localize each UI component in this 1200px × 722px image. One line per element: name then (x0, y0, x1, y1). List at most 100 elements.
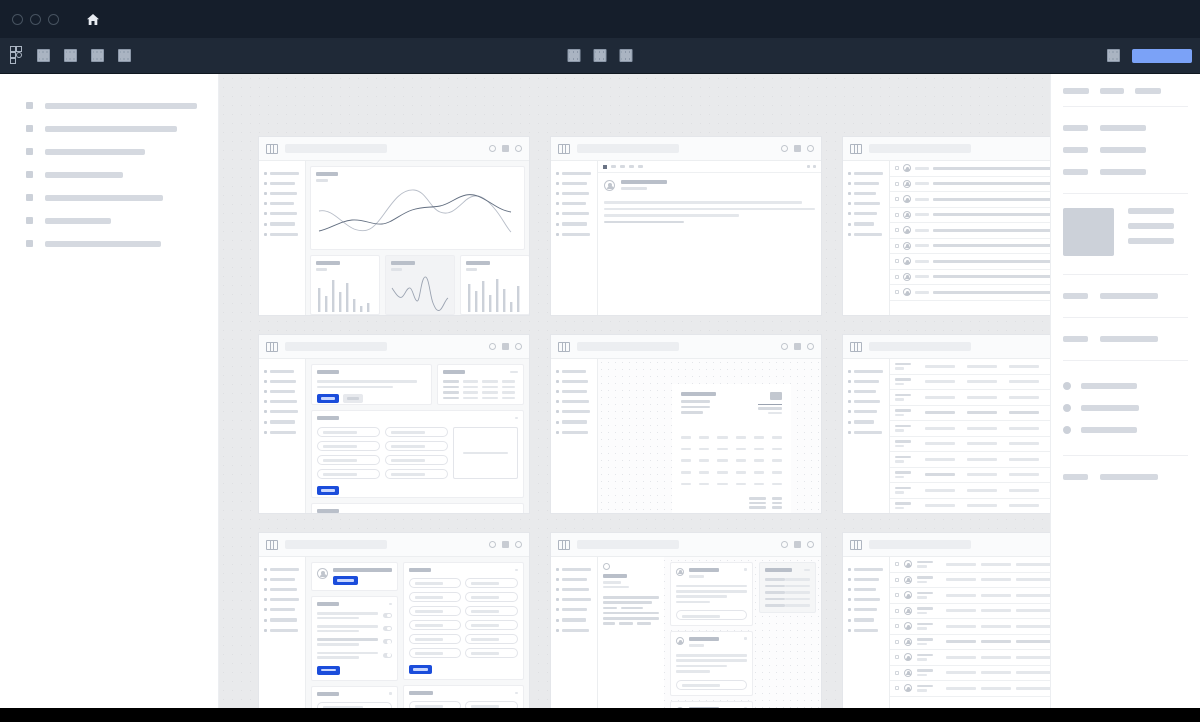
more-icon[interactable] (744, 568, 747, 571)
user-row[interactable] (890, 588, 1050, 604)
bell-icon[interactable] (489, 541, 496, 548)
bell-icon[interactable] (781, 343, 788, 350)
table-row[interactable] (890, 390, 1050, 406)
search-input[interactable] (285, 342, 387, 351)
checkbox[interactable] (895, 686, 899, 691)
checkbox[interactable] (895, 624, 899, 629)
form-field[interactable] (408, 634, 462, 644)
checkbox[interactable] (895, 181, 899, 186)
form-field[interactable] (385, 469, 448, 479)
toolbar-action[interactable] (629, 165, 634, 168)
form-field[interactable] (317, 469, 380, 479)
form-field[interactable] (408, 592, 462, 602)
upload-dropzone[interactable] (453, 427, 518, 479)
more-icon[interactable] (388, 692, 392, 696)
design-canvas[interactable] (219, 74, 1050, 708)
inbox-row[interactable] (890, 192, 1050, 208)
table-row[interactable] (890, 468, 1050, 483)
inbox-row[interactable] (890, 208, 1050, 223)
toolbar-frame-tab-1[interactable] (37, 49, 50, 62)
checkbox[interactable] (895, 290, 899, 295)
search-input[interactable] (285, 144, 387, 153)
sidebar-item-layer-root[interactable] (26, 94, 204, 117)
frame-profile-account[interactable] (259, 533, 529, 708)
form-field[interactable] (317, 701, 392, 708)
user-row[interactable] (890, 619, 1050, 635)
search-input[interactable] (869, 342, 971, 351)
toggle-switch[interactable] (382, 613, 392, 619)
property-row[interactable] (1063, 466, 1188, 488)
user-row[interactable] (890, 635, 1050, 650)
inbox-row[interactable] (890, 161, 1050, 177)
checkbox[interactable] (895, 670, 899, 675)
form-field[interactable] (317, 455, 380, 465)
form-field[interactable] (465, 606, 519, 616)
checkbox[interactable] (895, 608, 899, 613)
bell-icon[interactable] (489, 343, 496, 350)
form-field[interactable] (408, 606, 462, 616)
search-input[interactable] (869, 144, 971, 153)
cancel-button[interactable] (343, 394, 363, 404)
more-icon[interactable] (515, 416, 518, 420)
property-value[interactable] (1100, 147, 1146, 153)
inbox-row[interactable] (890, 254, 1050, 270)
toolbar-frame-tab-2[interactable] (64, 49, 77, 62)
more-icon[interactable] (744, 637, 747, 640)
tab-design[interactable] (1063, 88, 1089, 94)
grid-icon[interactable] (502, 343, 509, 350)
tab-inspect[interactable] (1135, 88, 1161, 94)
grid-icon[interactable] (794, 343, 801, 350)
toggle-switch[interactable] (382, 639, 392, 645)
toolbar-action[interactable] (620, 165, 625, 168)
property-row[interactable] (1063, 161, 1188, 183)
property-value[interactable] (1100, 293, 1158, 299)
property-row[interactable] (1063, 139, 1188, 161)
form-field[interactable] (317, 427, 380, 437)
pager-next[interactable] (813, 165, 816, 168)
share-button[interactable] (1132, 48, 1192, 63)
table-row[interactable] (890, 375, 1050, 390)
update-account-button[interactable] (408, 665, 432, 674)
checkbox[interactable] (895, 593, 899, 598)
checkbox[interactable] (895, 259, 899, 264)
avatar[interactable] (515, 343, 522, 350)
inbox-row[interactable] (890, 285, 1050, 301)
user-row[interactable] (890, 681, 1050, 697)
sidebar-item-layer-group-2[interactable] (26, 140, 204, 163)
sidebar-item-layer-group-6[interactable] (26, 232, 204, 255)
bell-icon[interactable] (781, 145, 788, 152)
grid-icon[interactable] (502, 541, 509, 548)
property-row[interactable] (1063, 117, 1188, 139)
more-icon[interactable] (515, 691, 518, 695)
form-field[interactable] (465, 701, 519, 708)
select-all-icon[interactable] (603, 164, 607, 169)
property-value[interactable] (1100, 169, 1146, 175)
style-item[interactable] (1063, 419, 1188, 441)
user-row[interactable] (890, 604, 1050, 619)
sidebar-item-layer-group-5[interactable] (26, 209, 204, 232)
avatar[interactable] (515, 145, 522, 152)
form-field[interactable] (465, 578, 519, 588)
toolbar-center-tab-1[interactable] (567, 49, 581, 62)
pager-prev[interactable] (807, 165, 810, 168)
frame-users-directory[interactable] (843, 533, 1050, 708)
checkbox[interactable] (895, 228, 899, 233)
toolbar-action[interactable] (611, 165, 616, 168)
grid-icon[interactable] (794, 145, 801, 152)
toolbar-center-tab-2[interactable] (593, 49, 607, 62)
avatar[interactable] (807, 343, 814, 350)
search-input[interactable] (577, 144, 679, 153)
form-field[interactable] (408, 701, 462, 708)
chart-card-mini-2[interactable] (385, 255, 455, 315)
toolbar-right-tab[interactable] (1107, 49, 1120, 62)
search-input[interactable] (285, 540, 387, 549)
style-item[interactable] (1063, 397, 1188, 419)
avatar[interactable] (317, 568, 328, 579)
inbox-row[interactable] (890, 177, 1050, 192)
form-field[interactable] (385, 455, 448, 465)
property-value[interactable] (1100, 125, 1146, 131)
frame-invoice-preview[interactable] (551, 335, 821, 513)
inbox-row[interactable] (890, 239, 1050, 254)
avatar[interactable] (807, 541, 814, 548)
checkbox[interactable] (895, 274, 899, 279)
